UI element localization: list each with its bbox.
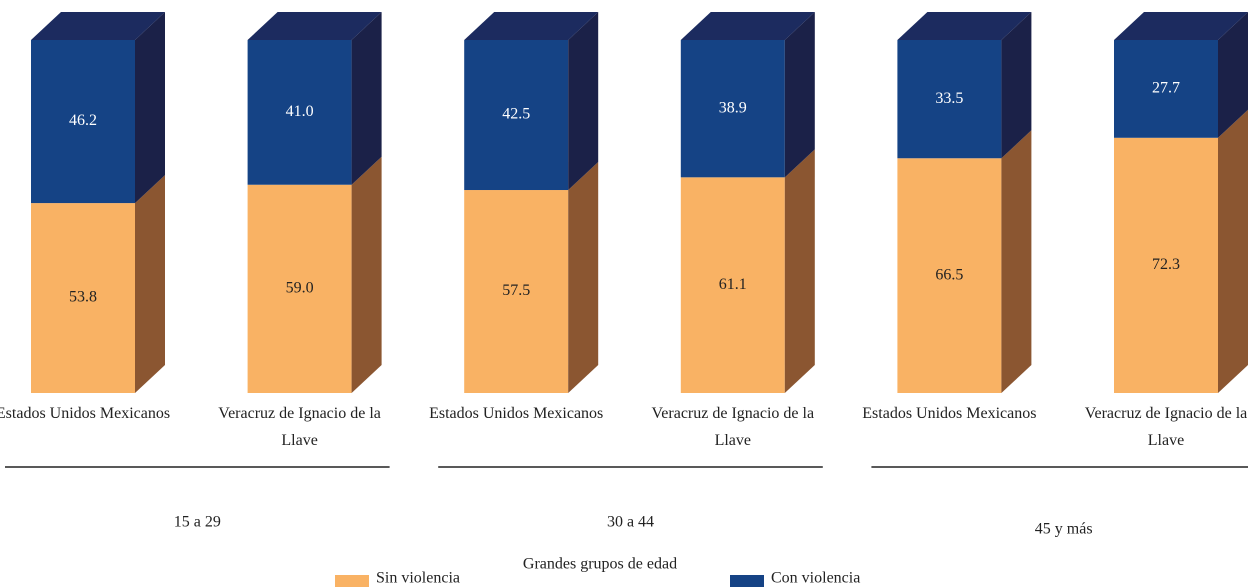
- bar-top: [897, 12, 1032, 40]
- data-label: 57.5: [502, 282, 530, 299]
- x-tick-label: Estados Unidos Mexicanos: [0, 405, 171, 422]
- bar-segment: [1114, 137, 1218, 393]
- bar-segment: [1114, 40, 1218, 138]
- legend-swatch: [335, 575, 369, 587]
- bar-side: [351, 12, 382, 185]
- group-label: 15 a 29: [174, 514, 221, 531]
- bar-segment: [897, 158, 1002, 393]
- data-label: 42.5: [502, 106, 530, 123]
- x-tick-label: Estados Unidos Mexicanos: [862, 405, 1037, 422]
- bar-top: [247, 12, 382, 40]
- data-label: 72.3: [1152, 256, 1180, 273]
- legend-label: Con violencia: [771, 570, 860, 587]
- data-label: 61.1: [719, 276, 747, 293]
- x-tick-label: Veracruz de Ignacio de la Llave: [651, 405, 815, 449]
- data-label: 53.8: [69, 289, 97, 306]
- bar-top: [464, 12, 599, 40]
- bar-side: [568, 162, 599, 393]
- x-tick-label: Veracruz de Ignacio de la Llave: [218, 405, 381, 449]
- legend-label: Sin violencia: [376, 570, 460, 587]
- bar-segment: [897, 40, 1002, 159]
- bar-segment: [247, 40, 352, 185]
- x-axis-label: Grandes grupos de edad: [523, 556, 677, 573]
- data-label: 59.0: [286, 280, 314, 297]
- bar-side: [351, 156, 382, 393]
- bar-side: [1001, 130, 1032, 393]
- legend-swatch: [730, 575, 764, 587]
- bar-side: [784, 12, 815, 178]
- bar-side: [1218, 12, 1248, 138]
- bar-segment: [680, 177, 785, 393]
- bar-side: [1218, 109, 1248, 393]
- bar-segment: [680, 40, 785, 178]
- x-tick-label: Veracruz de Ignacio de la Llave: [1084, 405, 1248, 449]
- bar-top: [1114, 12, 1248, 40]
- bar-side: [135, 12, 165, 204]
- data-label: 66.5: [935, 266, 963, 283]
- group-label: 30 a 44: [607, 514, 654, 531]
- data-label: 33.5: [935, 90, 963, 107]
- bar-segment: [247, 184, 352, 393]
- bar-side: [784, 149, 815, 393]
- x-tick-label: Estados Unidos Mexicanos: [429, 405, 604, 422]
- bar-side: [135, 175, 165, 393]
- bar-top: [680, 12, 815, 40]
- data-label: 38.9: [719, 99, 747, 116]
- bar-segment: [464, 40, 569, 191]
- bar-segment: [464, 190, 569, 393]
- bar-segment: [31, 40, 135, 204]
- bar-side: [1001, 12, 1032, 159]
- bar-segment: [31, 203, 135, 393]
- data-label: 46.2: [69, 112, 97, 129]
- data-label: 27.7: [1152, 80, 1180, 97]
- group-label: 45 y más: [1035, 521, 1093, 538]
- bar-top: [31, 12, 165, 40]
- data-label: 41.0: [286, 103, 314, 120]
- bar-side: [568, 12, 599, 191]
